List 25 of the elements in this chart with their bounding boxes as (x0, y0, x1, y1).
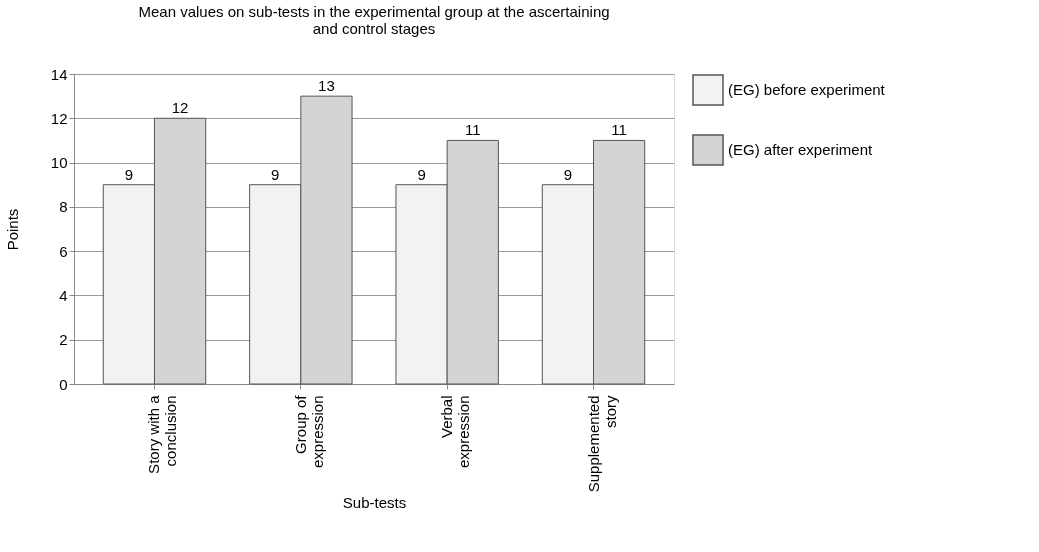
data-label: 11 (464, 121, 481, 139)
data-label: 9 (124, 165, 134, 183)
x-axis-title: Sub-tests (342, 494, 407, 512)
data-label: 9 (563, 165, 573, 183)
chart-title: Mean values on sub-tests in the experimental group at the ascertaining and control stages (138, 3, 610, 37)
data-label: 13 (318, 77, 335, 95)
x-tick-label: Story with a conclusion (145, 394, 180, 474)
y-tick-label: 2 (59, 331, 68, 349)
data-label: 9 (271, 165, 280, 183)
legend-label: (EG) before experiment (728, 81, 886, 98)
data-label: 12 (171, 99, 189, 117)
x-tick-label: Verbal expression (438, 395, 473, 469)
y-tick-label: 10 (50, 154, 68, 172)
data-label: 9 (417, 165, 426, 183)
x-tick-label: Group of expression (291, 394, 326, 469)
y-tick-label: 4 (59, 286, 68, 304)
data-label: 11 (611, 121, 627, 139)
x-tick-label: Supplemented story (584, 395, 619, 493)
y-tick-label: 0 (59, 375, 68, 393)
legend-label: (EG) after experiment (728, 141, 874, 158)
y-tick-label: 8 (59, 198, 68, 216)
y-tick-label: 6 (59, 242, 68, 260)
y-tick-label: 12 (50, 109, 68, 127)
y-tick-label: 14 (50, 65, 68, 83)
y-axis-title: Points (3, 208, 21, 251)
